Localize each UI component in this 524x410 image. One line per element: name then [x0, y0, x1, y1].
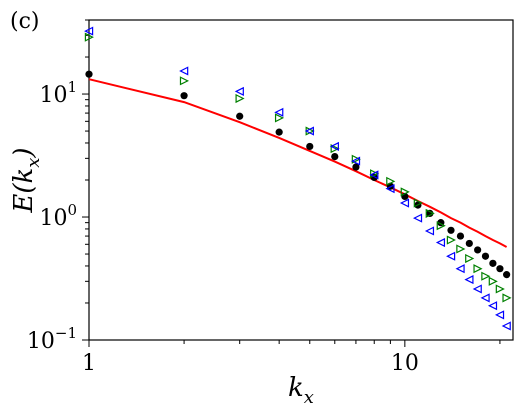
- black-circle-point: [85, 70, 93, 78]
- green-triangle-point: [456, 244, 466, 254]
- y-tick-label: 100: [39, 201, 77, 231]
- blue-triangle-point: [446, 251, 456, 261]
- x-axis-label: kx: [288, 373, 314, 408]
- black-circle-point: [306, 142, 314, 151]
- green-triangle-point: [413, 198, 423, 208]
- green-triangle-point: [235, 93, 245, 104]
- green-triangle-point: [446, 235, 456, 245]
- black-circle-point: [503, 271, 511, 279]
- green-triangle-point: [84, 32, 94, 42]
- green-triangle-point: [495, 284, 505, 294]
- black-circle-point: [331, 152, 339, 161]
- black-circle-point: [275, 128, 283, 136]
- black-circle-point: [481, 252, 490, 260]
- green-triangle-point: [502, 293, 512, 303]
- y-tick-label: 10−1: [27, 324, 77, 354]
- blue-triangle-point: [304, 126, 314, 136]
- blue-triangle-point: [84, 26, 94, 36]
- green-triangle-point: [370, 169, 380, 179]
- blue-triangle-point: [412, 213, 423, 223]
- green-triangle-point: [386, 176, 396, 186]
- blue-triangle-point: [179, 66, 189, 76]
- green-triangle-point: [436, 221, 446, 231]
- blue-triangle-point: [501, 321, 511, 331]
- black-circle-point: [180, 92, 188, 100]
- blue-triangle-point: [455, 264, 465, 274]
- blue-triangle-point: [234, 86, 244, 97]
- blue-triangle-point: [435, 237, 446, 248]
- black-circle-point: [496, 265, 504, 273]
- x-tick-label: 10: [391, 351, 419, 376]
- green-triangle-point: [351, 154, 361, 164]
- y-axis-label: E(kx): [9, 147, 44, 213]
- blue-triangle-point: [480, 293, 490, 303]
- black-circle-point: [236, 112, 244, 120]
- black-circle-point: [456, 232, 465, 240]
- blue-triangle-point: [369, 170, 379, 180]
- green-triangle-point: [179, 76, 190, 86]
- blue-triangle-point: [399, 198, 410, 208]
- blue-triangle-point: [487, 301, 498, 311]
- green-triangle-point: [481, 271, 491, 281]
- blue-triangle-point: [472, 284, 482, 294]
- x-tick-label: 1: [82, 351, 96, 376]
- green-triangle-point: [400, 187, 410, 197]
- black-circle-point: [426, 209, 434, 218]
- green-triangle-point: [488, 276, 498, 286]
- blue-triangle-point: [464, 275, 474, 285]
- black-circle-point: [474, 246, 482, 254]
- green-triangle-point: [274, 113, 285, 123]
- black-circle-point: [447, 226, 455, 234]
- black-circle-point: [489, 259, 497, 267]
- green-triangle-point: [425, 208, 435, 218]
- y-tick-label: 101: [39, 78, 77, 108]
- green-triangle-point: [473, 264, 483, 274]
- blue-triangle-point: [424, 226, 435, 236]
- black-circle-point: [465, 239, 473, 248]
- blue-triangle-point: [385, 184, 395, 194]
- blue-triangle-point: [274, 107, 284, 117]
- blue-triangle-point: [329, 141, 339, 151]
- black-circle-point: [352, 163, 360, 171]
- plot-area: 1 10 10−1 100 101 kx E(kx): [9, 19, 514, 408]
- blue-triangle-point: [494, 310, 505, 320]
- panel-label: (c): [10, 9, 40, 34]
- green-triangle-point: [330, 144, 340, 154]
- blue-triangle-point: [350, 156, 361, 166]
- green-triangle-point: [465, 253, 475, 264]
- axes-frame: [88, 19, 514, 341]
